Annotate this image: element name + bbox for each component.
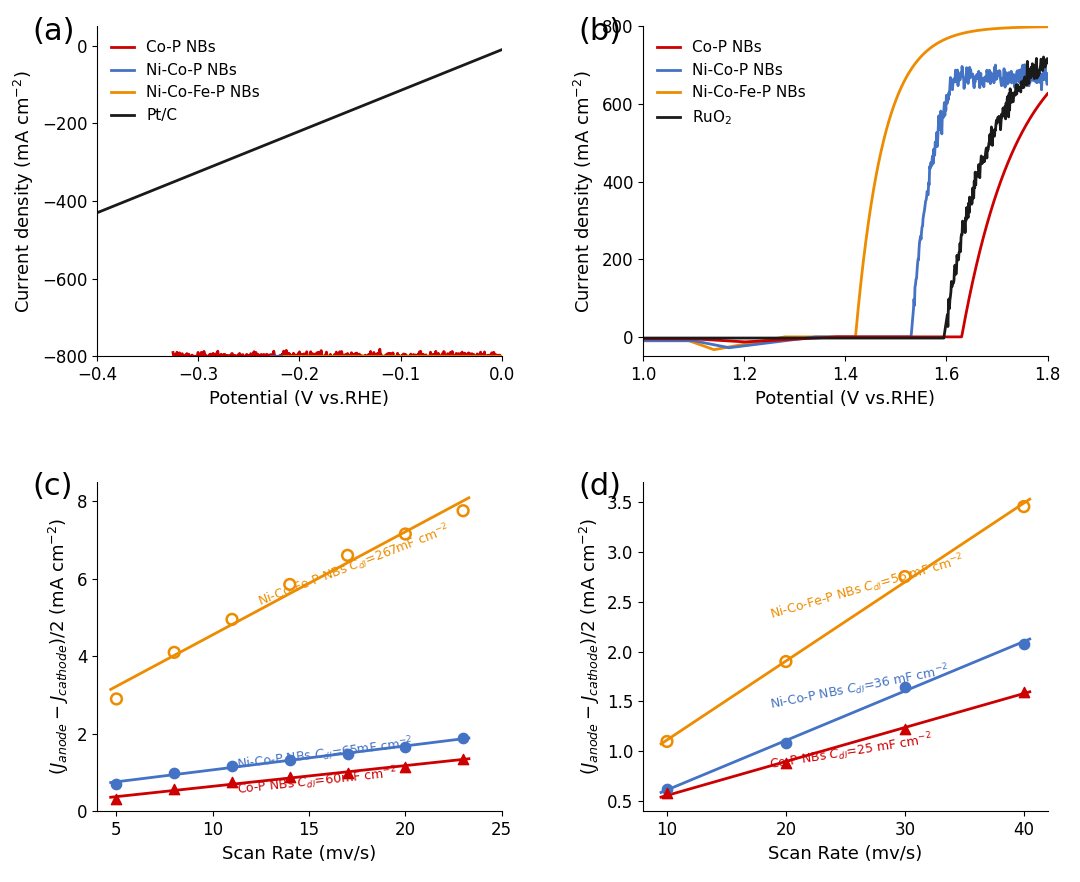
Point xyxy=(659,735,676,749)
Y-axis label: Current density (mA cm$^{-2}$): Current density (mA cm$^{-2}$) xyxy=(572,71,596,312)
Point xyxy=(896,722,914,736)
Point xyxy=(396,759,414,774)
Text: Ni-Co-Fe-P NBs $C_{dl}$=56 mF cm$^{-2}$: Ni-Co-Fe-P NBs $C_{dl}$=56 mF cm$^{-2}$ xyxy=(768,551,967,624)
Point xyxy=(659,787,676,801)
Text: Co-P NBs $C_{dl}$=25 mF cm$^{-2}$: Co-P NBs $C_{dl}$=25 mF cm$^{-2}$ xyxy=(768,730,933,774)
Point xyxy=(224,759,241,773)
Text: Ni-Co-P NBs $C_{dl}$=65mF cm$^{-2}$: Ni-Co-P NBs $C_{dl}$=65mF cm$^{-2}$ xyxy=(235,734,415,774)
Point xyxy=(1015,684,1032,699)
Point xyxy=(778,654,795,669)
Y-axis label: $(J_{anode}-J_{cathode})/2$ (mA cm$^{-2}$): $(J_{anode}-J_{cathode})/2$ (mA cm$^{-2}… xyxy=(48,518,71,775)
X-axis label: Scan Rate (mv/s): Scan Rate (mv/s) xyxy=(222,845,377,863)
Point xyxy=(339,747,356,761)
Text: Ni-Co-P NBs $C_{dl}$=36 mF cm$^{-2}$: Ni-Co-P NBs $C_{dl}$=36 mF cm$^{-2}$ xyxy=(768,662,950,714)
Point xyxy=(396,527,414,541)
Point xyxy=(778,736,795,751)
Text: (d): (d) xyxy=(579,472,621,501)
Text: (c): (c) xyxy=(32,472,73,501)
Point xyxy=(659,782,676,796)
Point xyxy=(1015,499,1032,513)
Y-axis label: $(J_{anode}-J_{cathode})/2$ (mA cm$^{-2}$): $(J_{anode}-J_{cathode})/2$ (mA cm$^{-2}… xyxy=(578,518,602,775)
Point xyxy=(281,578,298,592)
Legend: Co-P NBs, Ni-Co-P NBs, Ni-Co-Fe-P NBs, RuO$_2$: Co-P NBs, Ni-Co-P NBs, Ni-Co-Fe-P NBs, R… xyxy=(651,34,812,133)
X-axis label: Potential (V vs.RHE): Potential (V vs.RHE) xyxy=(210,390,390,407)
Point xyxy=(1015,637,1032,651)
Text: (a): (a) xyxy=(32,17,75,46)
Point xyxy=(165,766,183,781)
Point xyxy=(396,740,414,754)
Point xyxy=(455,730,472,744)
Point xyxy=(224,612,241,626)
Point xyxy=(778,757,795,771)
Text: Co-P NBs $C_{dl}$=60mF cm$^{-2}$: Co-P NBs $C_{dl}$=60mF cm$^{-2}$ xyxy=(235,764,397,799)
Point xyxy=(455,504,472,518)
Point xyxy=(896,570,914,584)
Point xyxy=(455,752,472,766)
Point xyxy=(281,753,298,767)
Point xyxy=(896,679,914,693)
Point xyxy=(108,776,125,790)
Point xyxy=(165,646,183,660)
Point xyxy=(165,781,183,796)
Text: (b): (b) xyxy=(579,17,622,46)
Point xyxy=(224,775,241,789)
Text: Ni-Co-Fe-P NBs $C_{dl}$=267mF cm$^{-2}$: Ni-Co-Fe-P NBs $C_{dl}$=267mF cm$^{-2}$ xyxy=(255,519,453,610)
Point xyxy=(339,549,356,563)
Y-axis label: Current density (mA cm$^{-2}$): Current density (mA cm$^{-2}$) xyxy=(12,71,37,312)
Point xyxy=(108,792,125,806)
Point xyxy=(281,770,298,784)
Point xyxy=(339,766,356,780)
X-axis label: Potential (V vs.RHE): Potential (V vs.RHE) xyxy=(755,390,935,407)
X-axis label: Scan Rate (mv/s): Scan Rate (mv/s) xyxy=(768,845,922,863)
Point xyxy=(108,691,125,706)
Legend: Co-P NBs, Ni-Co-P NBs, Ni-Co-Fe-P NBs, Pt/C: Co-P NBs, Ni-Co-P NBs, Ni-Co-Fe-P NBs, P… xyxy=(105,34,266,130)
